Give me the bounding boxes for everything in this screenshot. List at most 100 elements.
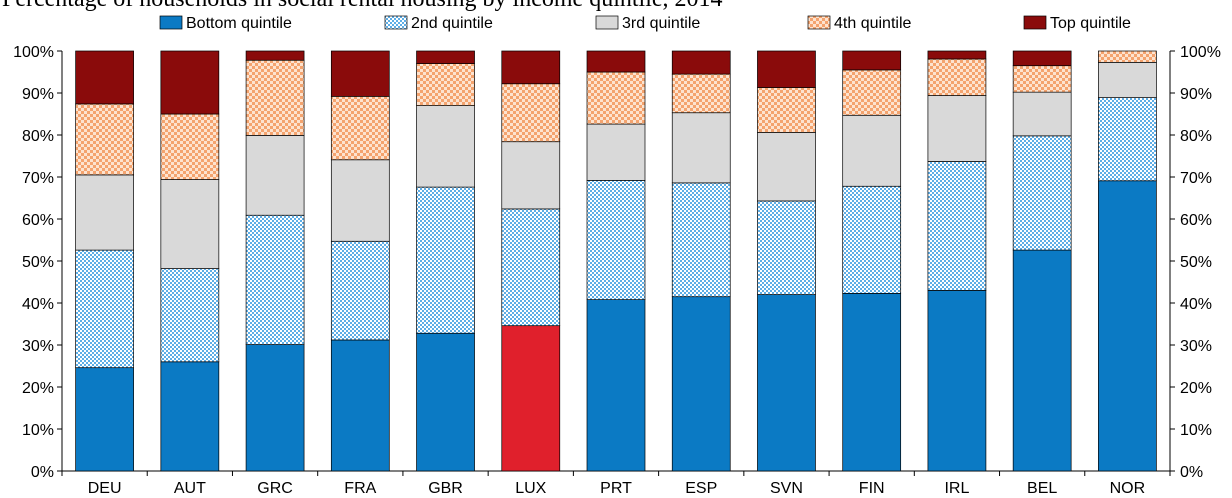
bar-esp-2nd-quintile	[671, 182, 731, 298]
bar-esp-4th-quintile	[671, 73, 731, 114]
bar-svn-2nd-quintile	[757, 200, 816, 295]
y-tick-label-right: 40%	[1180, 296, 1212, 313]
bar-prt-top-quintile	[586, 50, 646, 73]
bar-lux-top-quintile	[501, 50, 561, 85]
bar-grc-bottom-quintile	[245, 344, 305, 472]
bar-deu-bottom-quintile	[75, 367, 134, 472]
x-axis-labels: DEU AUT GRC FRA GBR LUX PRT ESP SVN FIN IRL BEL NOR	[88, 480, 1145, 497]
bar-gbr-top-quintile	[416, 50, 475, 64]
bar-deu-3rd-quintile	[75, 174, 134, 251]
legend-label: 2nd quintile	[411, 15, 493, 32]
x-tick-label: IRL	[944, 480, 969, 497]
bar-nor-3rd-quintile	[1098, 61, 1157, 98]
x-tick-label: PRT	[600, 480, 632, 497]
bar-svn-bottom-quintile	[757, 294, 816, 472]
bar-aut-3rd-quintile	[160, 179, 220, 269]
bar-nor-4th-quintile	[1098, 50, 1157, 63]
legend-swatch	[807, 15, 831, 30]
chart-title: Percentage of households in social renta…	[2, 0, 723, 13]
x-tick-label: FIN	[859, 480, 885, 497]
x-tick-label: GBR	[428, 480, 463, 497]
bar-deu-4th-quintile	[75, 103, 134, 176]
x-tick-label: BEL	[1027, 480, 1057, 497]
y-tick-label-right: 70%	[1180, 170, 1212, 187]
bar-fin-2nd-quintile	[842, 185, 902, 294]
bar-bel-top-quintile	[1012, 50, 1072, 67]
y-tick-label-left: 100%	[13, 44, 54, 61]
legend-swatch	[384, 15, 408, 30]
y-tick-label-left: 0%	[31, 464, 54, 481]
bar-fra-bottom-quintile	[330, 339, 390, 472]
bar-grc-2nd-quintile	[245, 214, 305, 345]
bar-gbr-3rd-quintile	[416, 105, 475, 188]
y-tick-label-left: 40%	[22, 296, 54, 313]
x-tick-label: AUT	[174, 480, 206, 497]
y-tick-label-right: 90%	[1180, 86, 1212, 103]
bar-svn-3rd-quintile	[757, 132, 816, 202]
x-tick-label: ESP	[685, 480, 717, 497]
x-tick-label: SVN	[770, 480, 803, 497]
bar-fin-top-quintile	[842, 50, 902, 71]
bar-gbr-2nd-quintile	[416, 186, 475, 334]
bar-svn-4th-quintile	[757, 87, 816, 133]
bar-fra-2nd-quintile	[330, 240, 390, 341]
bar-bel-4th-quintile	[1012, 65, 1072, 93]
bar-aut-top-quintile	[160, 50, 220, 115]
y-tick-label-left: 30%	[22, 338, 54, 355]
y-tick-label-right: 100%	[1180, 44, 1221, 61]
bar-lux-2nd-quintile	[501, 208, 561, 327]
legend-label: 3rd quintile	[622, 15, 700, 32]
bar-lux-3rd-quintile	[501, 141, 561, 210]
y-tick-label-right: 20%	[1180, 380, 1212, 397]
bar-prt-2nd-quintile	[586, 180, 646, 300]
x-tick-label: NOR	[1110, 480, 1146, 497]
legend-label: Top quintile	[1050, 15, 1131, 32]
y-tick-label-left: 70%	[22, 170, 54, 187]
x-tick-label: FRA	[344, 480, 376, 497]
bar-aut-bottom-quintile	[160, 361, 220, 472]
y-tick-label-right: 10%	[1180, 422, 1212, 439]
bar-nor-2nd-quintile	[1098, 97, 1157, 182]
bar-irl-4th-quintile	[927, 58, 987, 96]
bar-svn-top-quintile	[757, 50, 816, 88]
y-tick-label-left: 10%	[22, 422, 54, 439]
bar-irl-bottom-quintile	[927, 290, 987, 472]
bar-irl-2nd-quintile	[927, 161, 987, 291]
y-tick-label-left: 80%	[22, 128, 54, 145]
y-tick-label-left: 60%	[22, 212, 54, 229]
bar-deu-top-quintile	[75, 50, 134, 105]
y-tick-label-right: 0%	[1180, 464, 1203, 481]
bar-bel-bottom-quintile	[1012, 249, 1072, 472]
y-tick-label-left: 20%	[22, 380, 54, 397]
y-tick-label-right: 30%	[1180, 338, 1212, 355]
x-tick-label: DEU	[88, 480, 122, 497]
bar-fin-4th-quintile	[842, 69, 902, 116]
bar-grc-4th-quintile	[245, 59, 305, 136]
bar-fra-top-quintile	[330, 50, 390, 97]
legend-label: 4th quintile	[834, 15, 911, 32]
bar-grc-top-quintile	[245, 50, 305, 61]
bar-prt-bottom-quintile	[586, 299, 646, 472]
x-tick-label: GRC	[257, 480, 293, 497]
bar-deu-2nd-quintile	[75, 249, 134, 369]
bar-fin-bottom-quintile	[842, 292, 902, 472]
bar-bel-2nd-quintile	[1012, 135, 1072, 251]
y-tick-label-right: 50%	[1180, 254, 1212, 271]
bar-esp-bottom-quintile	[671, 296, 731, 472]
bar-gbr-bottom-quintile	[416, 332, 475, 472]
y-tick-label-right: 60%	[1180, 212, 1212, 229]
y-tick-label-left: 50%	[22, 254, 54, 271]
bar-aut-2nd-quintile	[160, 268, 220, 363]
y-tick-label-right: 80%	[1180, 128, 1212, 145]
bar-irl-3rd-quintile	[927, 95, 987, 162]
legend-label: Bottom quintile	[186, 15, 292, 32]
bar-aut-4th-quintile	[160, 113, 220, 180]
bar-prt-3rd-quintile	[586, 123, 646, 181]
bar-fra-4th-quintile	[330, 96, 390, 161]
bar-irl-top-quintile	[927, 50, 987, 60]
bar-fra-3rd-quintile	[330, 159, 390, 242]
legend-swatch	[595, 15, 619, 30]
bars	[75, 50, 1157, 472]
bar-grc-3rd-quintile	[245, 135, 305, 216]
